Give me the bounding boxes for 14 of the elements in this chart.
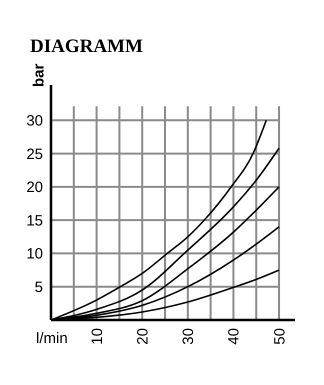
- y-tick-label: 5: [34, 278, 43, 296]
- y-tick-label: 20: [26, 179, 43, 196]
- x-tick-label: 20: [134, 328, 152, 345]
- x-tick-label: 30: [180, 328, 198, 345]
- y-axis-title: bar: [30, 63, 48, 87]
- y-tick-label: 30: [26, 112, 43, 130]
- chart-title: DIAGRAMM: [30, 36, 143, 57]
- y-tick-label: 15: [26, 212, 43, 230]
- y-tick-label: 25: [26, 146, 43, 163]
- x-tick-label: 40: [226, 328, 243, 345]
- x-tick-label: 10: [88, 328, 106, 345]
- x-axis-title: l/min: [36, 330, 68, 347]
- x-tick-label: 50: [271, 328, 288, 345]
- y-tick-label: 10: [26, 246, 43, 263]
